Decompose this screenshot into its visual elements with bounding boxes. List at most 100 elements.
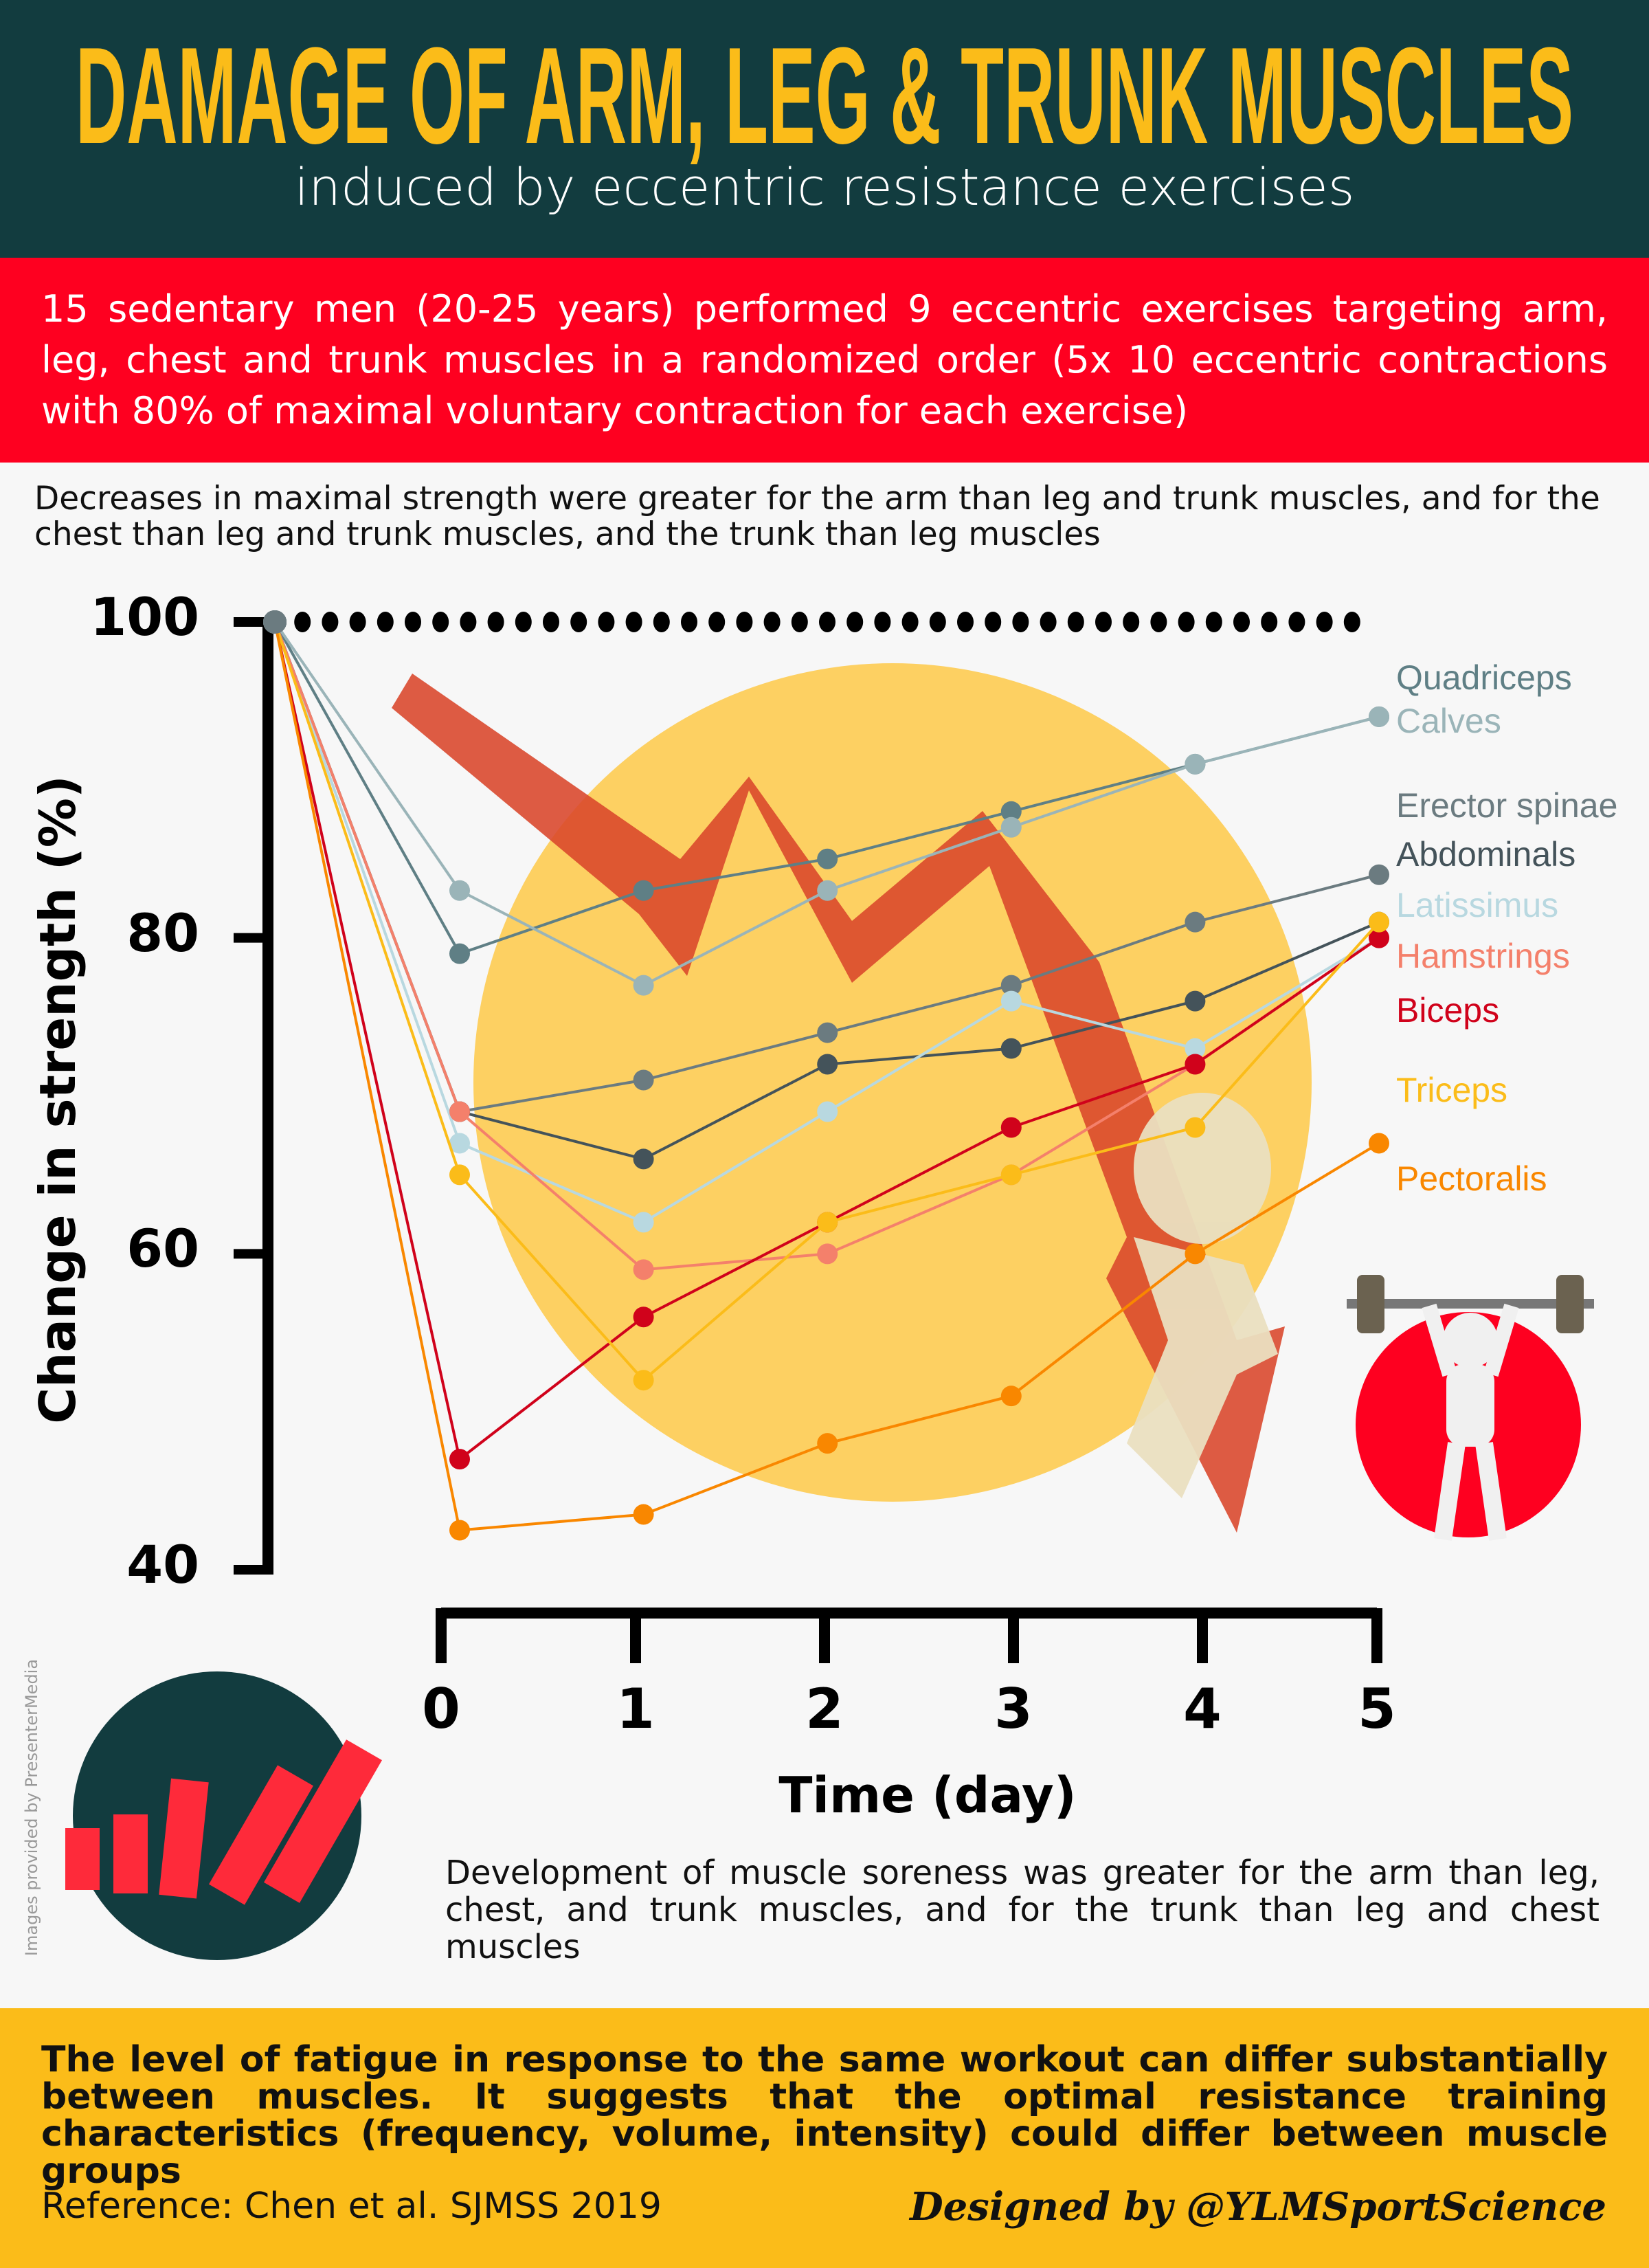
data-point [633, 1307, 654, 1328]
baseline-dot [791, 612, 808, 632]
data-point [817, 1022, 838, 1043]
data-point [1369, 864, 1389, 885]
data-point [1000, 1117, 1022, 1138]
baseline-dotted-line [267, 612, 1360, 632]
series-latissimus [263, 610, 1389, 1233]
baseline-dot [515, 612, 532, 632]
baseline-dot [487, 612, 504, 632]
data-point [1000, 1164, 1022, 1186]
baseline-dot [1233, 612, 1250, 632]
legend-entry: Triceps [1396, 1071, 1508, 1109]
y-axis-label: Change in strength (%) [29, 775, 87, 1424]
data-point [1369, 911, 1389, 933]
baseline-dot [349, 612, 366, 632]
data-point [263, 610, 287, 634]
baseline-dot [1261, 612, 1278, 632]
reference-text: Reference: Chen et al. SJMSS 2019 [41, 2186, 662, 2227]
x-tick-label: 0 [422, 1677, 460, 1741]
baseline-dot [1012, 612, 1029, 632]
data-point [449, 1164, 470, 1186]
soreness-finding: Development of muscle soreness was great… [445, 1854, 1600, 1966]
data-point [449, 943, 470, 964]
study-description: 15 sedentary men (20-25 years) performed… [0, 258, 1649, 463]
baseline-dot [1343, 612, 1360, 632]
baseline-dot [708, 612, 726, 632]
x-tick-label: 1 [616, 1677, 655, 1741]
data-point [1185, 1054, 1206, 1075]
data-point [633, 880, 654, 901]
x-tick-label: 2 [805, 1677, 844, 1741]
data-point [1185, 990, 1206, 1012]
baseline-dot [929, 612, 946, 632]
data-point [817, 848, 838, 869]
data-point [1369, 927, 1389, 948]
data-point [633, 1259, 654, 1280]
data-point [817, 880, 838, 901]
data-point [817, 1433, 838, 1454]
page-subtitle: induced by eccentric resistance exercise… [294, 158, 1355, 217]
data-point [633, 1069, 654, 1091]
image-credit: Images provided by PresenterMedia [22, 1658, 41, 1957]
baseline-dot [294, 612, 311, 632]
baseline-dot [1150, 612, 1167, 632]
data-point [1185, 1038, 1206, 1059]
baseline-dot [1095, 612, 1112, 632]
data-point [449, 880, 470, 901]
baseline-dot [874, 612, 891, 632]
baseline-dot [1123, 612, 1140, 632]
baseline-dot [1316, 612, 1333, 632]
data-point [1185, 911, 1206, 933]
baseline-dot [985, 612, 1002, 632]
legend-entry: Quadriceps [1396, 658, 1572, 697]
weightlifter-figure [1347, 1275, 1594, 1541]
data-point [449, 1133, 470, 1154]
data-point [1369, 706, 1389, 727]
baseline-dot [681, 612, 697, 632]
page-title-wrapper: DAMAGE OF ARM, LEG & TRUNK MUSCLES [76, 19, 1573, 165]
footer-banner [0, 2008, 1649, 2268]
data-point [633, 1370, 654, 1391]
data-point [1185, 1243, 1206, 1265]
baseline-dot [1040, 612, 1057, 632]
baseline-dot [598, 612, 615, 632]
x-tick-label: 4 [1183, 1677, 1222, 1741]
page-title: DAMAGE OF ARM, LEG & TRUNK MUSCLES [76, 19, 1573, 165]
x-tick-label: 5 [1358, 1677, 1396, 1741]
baseline-dot [901, 612, 919, 632]
data-point [449, 1101, 470, 1122]
data-point [633, 1148, 654, 1170]
baseline-dot [543, 612, 559, 632]
baseline-dot [1205, 612, 1222, 632]
x-tick-label: 3 [994, 1677, 1033, 1741]
baseline-dot [653, 612, 670, 632]
data-point [1185, 753, 1206, 775]
baseline-dot [1178, 612, 1195, 632]
y-tick-label: 60 [126, 1218, 199, 1280]
legend-entry: Abdominals [1396, 835, 1576, 874]
legend-entry: Erector spinae [1396, 786, 1618, 825]
x-axis-label: Time (day) [778, 1766, 1077, 1824]
data-point [1000, 990, 1022, 1012]
data-point [633, 1504, 654, 1525]
bar-chart-decoration [65, 1739, 382, 1905]
baseline-dot [1067, 612, 1084, 632]
series-calves [263, 610, 1389, 996]
baseline-dot [322, 612, 339, 632]
y-tick-label: 40 [126, 1534, 199, 1595]
series-lines [263, 610, 1389, 1541]
data-point [817, 1054, 838, 1075]
baseline-dot [377, 612, 394, 632]
y-tick-label: 80 [126, 902, 199, 964]
baseline-dot [405, 612, 421, 632]
data-point [1185, 1117, 1206, 1138]
strength-finding: Decreases in maximal strength were great… [34, 480, 1600, 553]
baseline-dot [736, 612, 753, 632]
thinking-figure [1127, 1093, 1278, 1498]
baseline-dot [460, 612, 477, 632]
baseline-dot [957, 612, 974, 632]
data-point [449, 1520, 470, 1541]
conclusion-text: The level of fatigue in response to the … [41, 2039, 1608, 2192]
data-point [1000, 975, 1022, 996]
legend-entry: Biceps [1396, 991, 1500, 1030]
falling-arrow-decoration [392, 674, 1285, 1533]
